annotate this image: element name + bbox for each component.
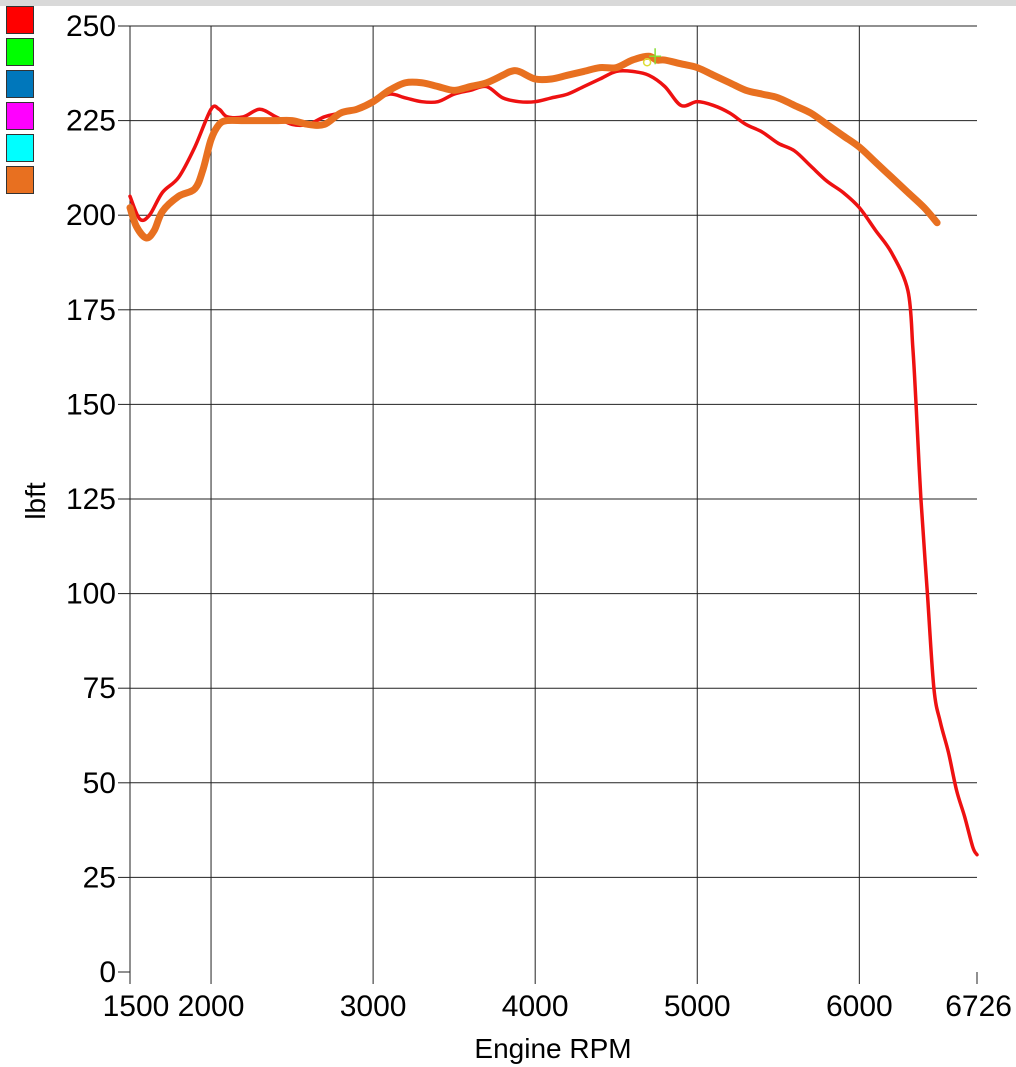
grid [130,25,977,972]
y-tick-label-250: 250 [66,10,116,43]
series-line-1 [128,68,979,857]
x-axis-label: Engine RPM [474,1033,631,1064]
y-tick-label-175: 175 [66,294,116,327]
legend-swatch-6[interactable] [6,166,34,194]
y-tick-label-125: 125 [66,483,116,516]
tick-labels: 0 25 50 75 100 125 150 175 200 225 250 1500 2000 3000… [66,10,1012,1023]
x-tick-label-1500: 1500 [103,990,170,1023]
axes [118,25,978,984]
x-tick-label-5000: 5000 [664,990,731,1023]
y-tick-label-100: 100 [66,578,116,611]
series-line-2 [126,52,941,242]
peak-marker-dot [642,58,652,67]
legend-swatch-1[interactable] [6,6,34,34]
x-tick-label-4000: 4000 [502,990,569,1023]
y-tick-label-150: 150 [66,388,116,421]
legend-swatch-4[interactable] [6,102,34,130]
x-tick-label-2000: 2000 [178,990,245,1023]
y-tick-label-0: 0 [99,956,116,989]
legend [6,6,36,198]
x-tick-label-6726: 6726 [945,990,1012,1023]
x-tick-label-6000: 6000 [826,990,893,1023]
y-tick-label-225: 225 [66,105,116,138]
top-bar [0,0,1016,6]
legend-swatch-5[interactable] [6,134,34,162]
series-layer [126,48,979,857]
y-tick-label-25: 25 [83,861,116,894]
legend-swatch-2[interactable] [6,38,34,66]
y-tick-label-50: 50 [83,767,116,800]
y-tick-label-200: 200 [66,199,116,232]
y-axis-label: lbft [20,482,51,520]
x-tick-label-3000: 3000 [340,990,407,1023]
y-tick-label-75: 75 [83,672,116,705]
legend-swatch-3[interactable] [6,70,34,98]
